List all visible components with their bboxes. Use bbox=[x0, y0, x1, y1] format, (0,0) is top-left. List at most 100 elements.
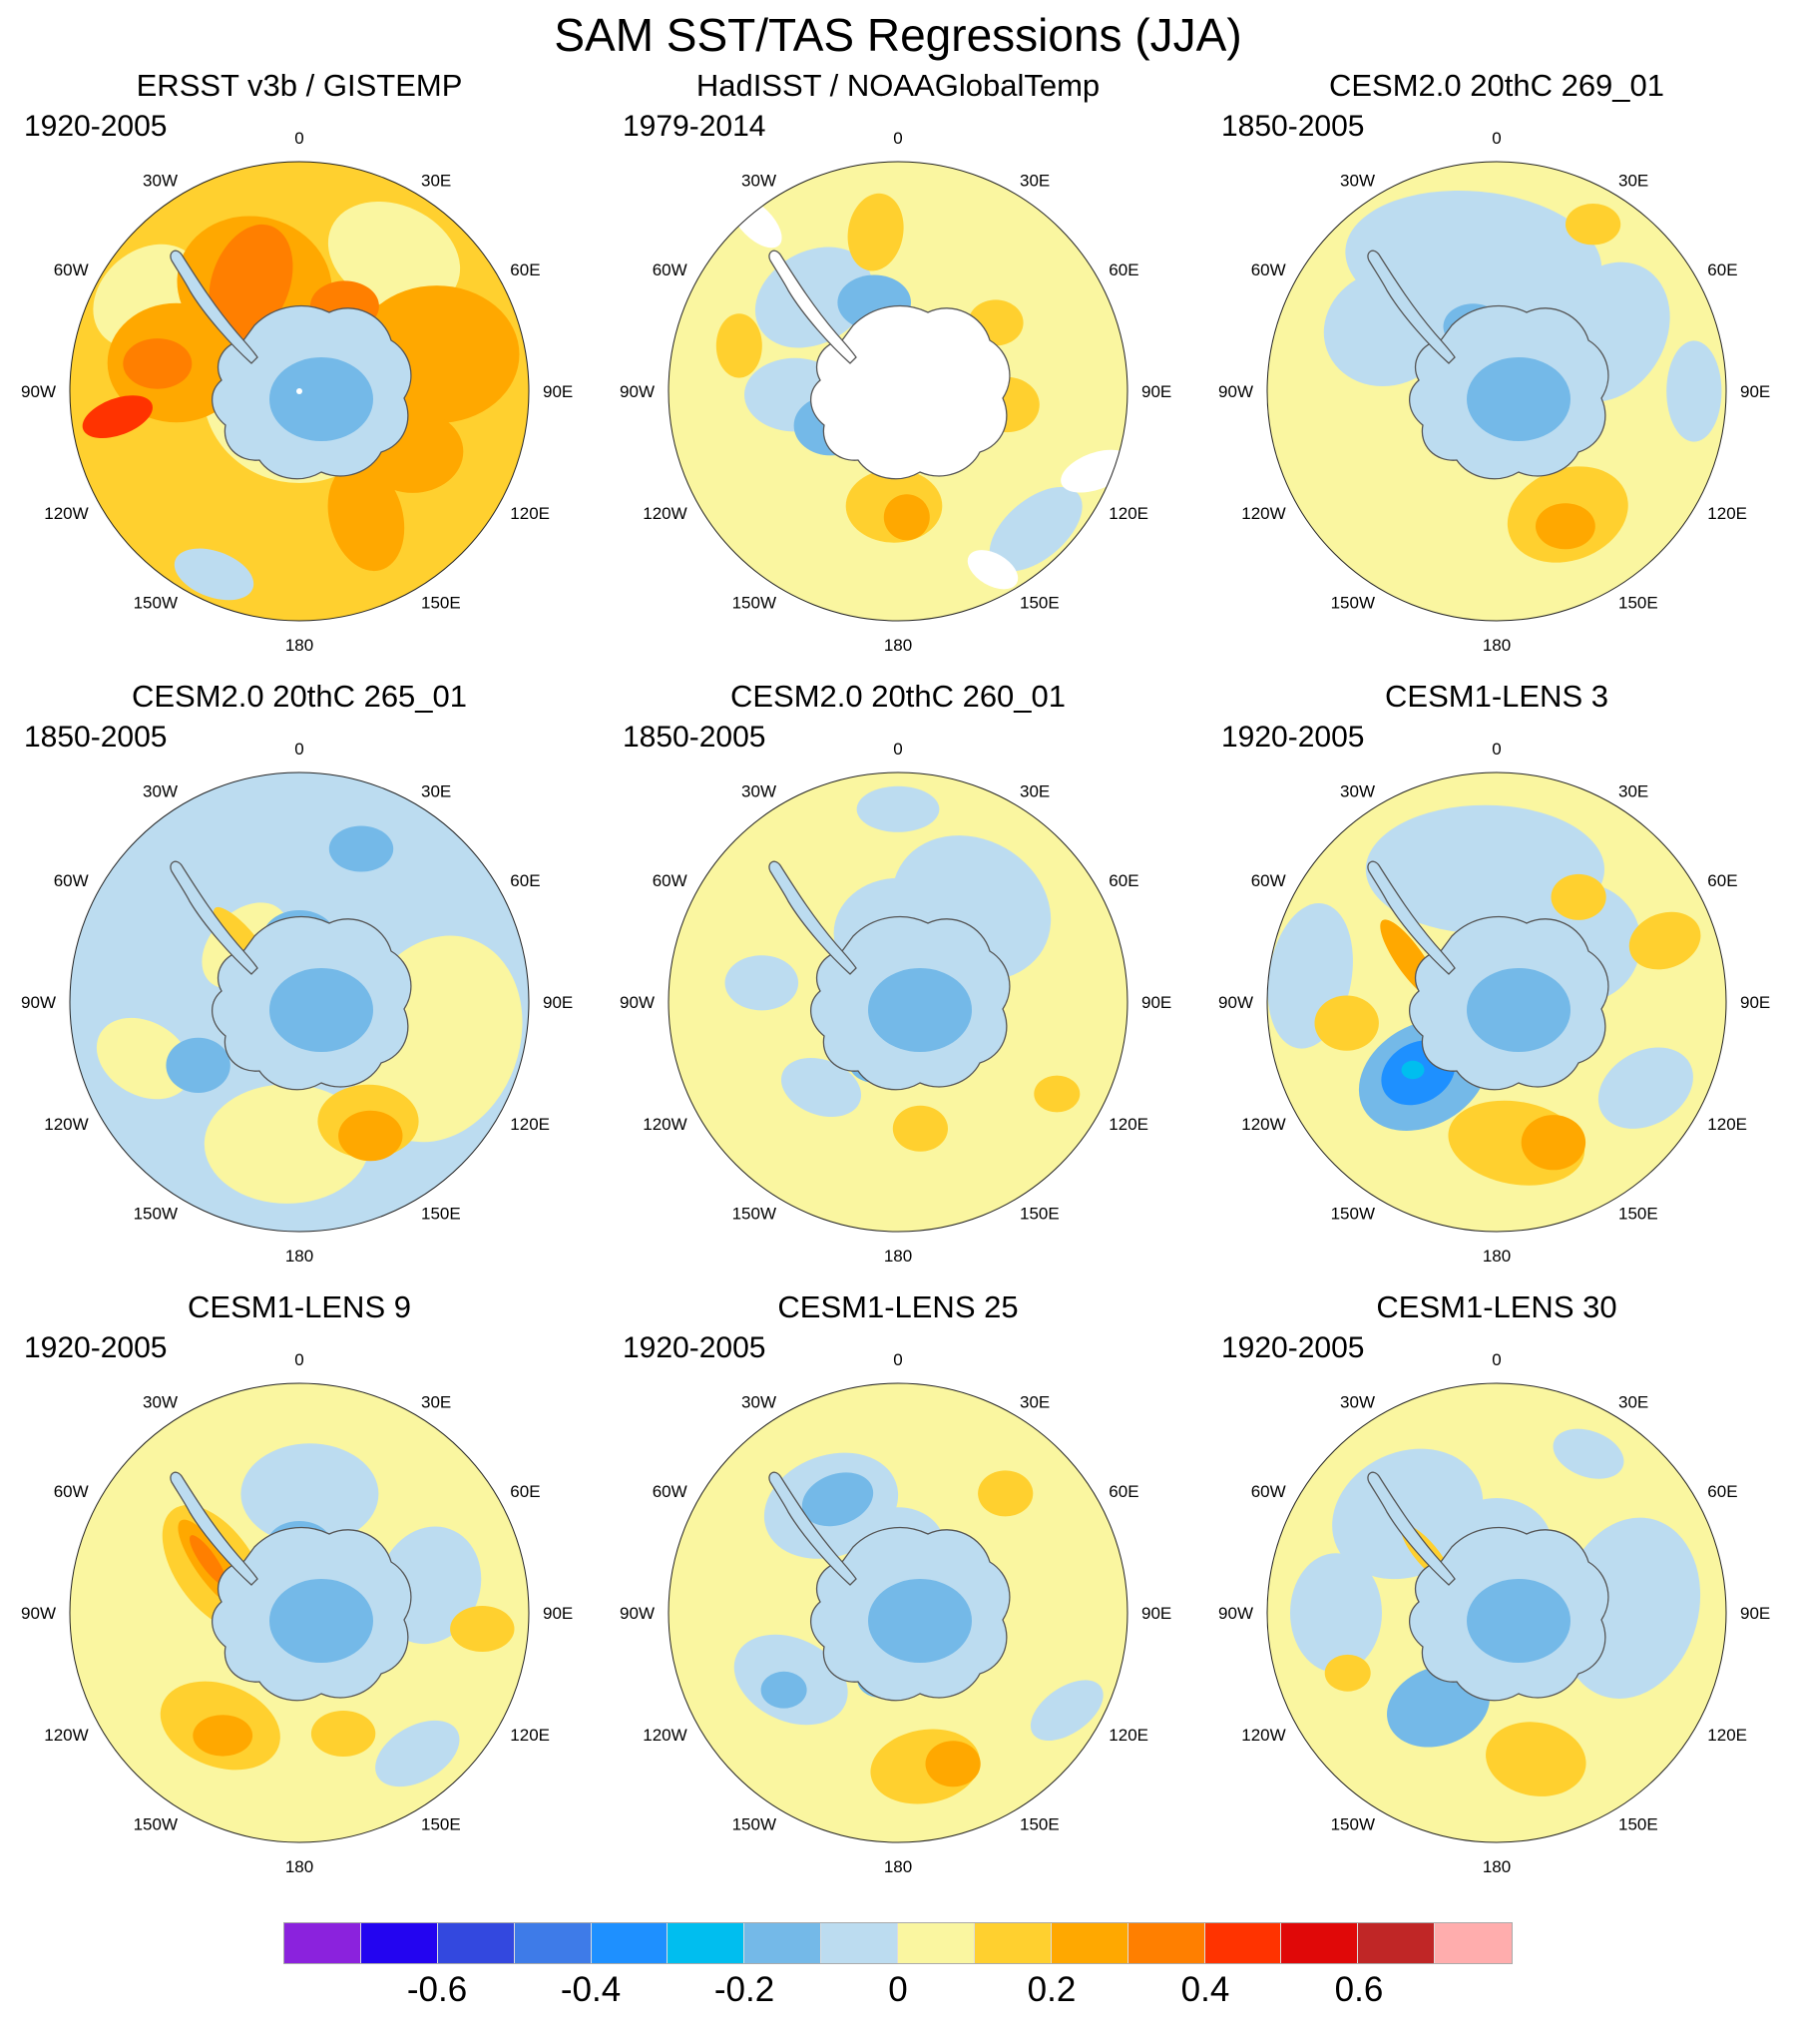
contour-region bbox=[193, 1715, 253, 1757]
panel-title: ERSST v3b / GISTEMP bbox=[136, 68, 463, 103]
lon-label: 120E bbox=[1707, 504, 1747, 523]
contour-region bbox=[1566, 204, 1621, 246]
lon-label: 90E bbox=[1740, 1604, 1770, 1623]
lon-label: 30W bbox=[1340, 1393, 1375, 1412]
polar-map: 0 30E 60E 90E 120E 150E 180 150W 120W 90W 60W 30W bbox=[21, 740, 573, 1266]
colorbar-swatch bbox=[744, 1923, 822, 1963]
lon-label: 30W bbox=[143, 1393, 178, 1412]
map-boundary-circle bbox=[69, 161, 530, 622]
lon-label: 60E bbox=[1707, 871, 1737, 890]
antarctic-peninsula-outline bbox=[768, 1471, 857, 1586]
colorbar-swatch bbox=[514, 1923, 592, 1963]
contour-region bbox=[847, 193, 904, 271]
contour-region bbox=[1551, 873, 1606, 920]
lon-label: 90E bbox=[543, 382, 573, 401]
lon-label: 150W bbox=[134, 593, 178, 612]
colorbar-tick-labels: -0.6 -0.4 -0.2 0 0.2 0.4 0.6 bbox=[283, 1964, 1513, 2014]
antarctic-peninsula-outline bbox=[768, 860, 857, 975]
antarctica-inner-contour bbox=[1467, 357, 1571, 441]
lon-label: 180 bbox=[285, 636, 313, 655]
lon-label: 180 bbox=[884, 1857, 912, 1876]
lon-label: 30W bbox=[741, 172, 776, 191]
lon-label: 150W bbox=[732, 593, 776, 612]
lon-label: 90W bbox=[620, 1604, 655, 1623]
polar-map: 0 30E 60E 90E 120E 150E 180 150W 120W 90W 60W 30W bbox=[1218, 129, 1770, 655]
contour-region bbox=[96, 1017, 192, 1100]
contour-region bbox=[856, 785, 940, 832]
polar-map: 0 30E 60E 90E 120E 150E 180 150W 120W 90W 60W 30W bbox=[1218, 740, 1770, 1266]
colorbar-tick: -0.2 bbox=[713, 1970, 775, 2009]
lon-label: 0 bbox=[1492, 129, 1501, 148]
polar-map: 0 30E 60E 90E 120E 150E 180 150W 120W 90W 60W 30W bbox=[620, 129, 1171, 655]
antarctic-peninsula-outline bbox=[170, 1471, 258, 1586]
contour-region bbox=[978, 1470, 1034, 1517]
panel-title: CESM1-LENS 30 bbox=[1376, 1289, 1617, 1324]
panel-grid: ERSST v3b / GISTEMP 1920-2005 0 30E 60E 90E… bbox=[0, 66, 1796, 1898]
map-boundary-circle bbox=[69, 1382, 530, 1843]
lon-label: 120W bbox=[643, 1115, 686, 1134]
lon-label: 0 bbox=[893, 129, 902, 148]
lon-label: 60W bbox=[54, 871, 89, 890]
lon-label: 60E bbox=[1707, 1482, 1737, 1501]
lon-label: 60W bbox=[1251, 871, 1286, 890]
antarctica-inner-contour bbox=[868, 1579, 972, 1663]
map-panel: CESM1-LENS 3 1920-2005 0 30E 60E 90E 120E 150… bbox=[1197, 677, 1796, 1287]
lon-label: 90E bbox=[1740, 993, 1770, 1012]
lon-label: 90W bbox=[21, 382, 56, 401]
lon-label: 60W bbox=[54, 260, 89, 279]
antarctic-peninsula-outline bbox=[1367, 1471, 1456, 1586]
map-panel: CESM1-LENS 25 1920-2005 0 30E 60E 90E 120E 15… bbox=[599, 1287, 1197, 1898]
lon-label: 120E bbox=[1707, 1115, 1747, 1134]
contour-region bbox=[375, 1720, 460, 1788]
contour-region bbox=[240, 1443, 379, 1545]
panel-title: CESM1-LENS 3 bbox=[1385, 679, 1608, 714]
lon-label: 180 bbox=[1483, 1247, 1511, 1266]
colorbar-tick: -0.6 bbox=[406, 1970, 468, 2009]
colorbar-swatch bbox=[591, 1923, 669, 1963]
contour-region bbox=[327, 201, 461, 310]
contour-region bbox=[989, 486, 1083, 572]
contour-region bbox=[1030, 1680, 1104, 1742]
contour-region bbox=[760, 1671, 807, 1709]
antarctic-peninsula-outline bbox=[1367, 250, 1456, 364]
lon-label: 90E bbox=[1141, 993, 1171, 1012]
panel-period-label: 1979-2014 bbox=[623, 110, 766, 143]
contour-region bbox=[1034, 1075, 1081, 1113]
lon-label: 30E bbox=[1020, 172, 1050, 191]
map-panel: CESM2.0 20thC 265_01 1850-2005 0 30E 60E 90… bbox=[0, 677, 599, 1287]
panel-period-label: 1920-2005 bbox=[24, 110, 168, 143]
lon-label: 150E bbox=[421, 593, 461, 612]
contour-region bbox=[1314, 995, 1379, 1051]
panel-title: CESM2.0 20thC 265_01 bbox=[131, 679, 468, 714]
lon-label: 150E bbox=[1618, 593, 1658, 612]
colorbar-tick: 0.6 bbox=[1334, 1970, 1384, 2009]
map-panel: CESM1-LENS 9 1920-2005 0 30E 60E 90E 120E 150… bbox=[0, 1287, 599, 1898]
lon-label: 90E bbox=[1141, 382, 1171, 401]
lon-label: 30E bbox=[1020, 782, 1050, 801]
lon-label: 90W bbox=[21, 1604, 56, 1623]
lon-label: 150E bbox=[1020, 1814, 1060, 1833]
lon-label: 60W bbox=[1251, 1482, 1286, 1501]
lon-label: 120E bbox=[1707, 1726, 1747, 1745]
map-boundary-circle bbox=[69, 771, 530, 1233]
lon-label: 0 bbox=[893, 740, 902, 759]
colorbar-swatch bbox=[1435, 1923, 1512, 1963]
lon-label: 150E bbox=[1618, 1204, 1658, 1223]
lon-label: 150W bbox=[1331, 593, 1375, 612]
contour-region bbox=[328, 825, 394, 872]
contour-region bbox=[174, 548, 254, 601]
lon-label: 30E bbox=[1618, 172, 1648, 191]
lon-label: 120E bbox=[1109, 1726, 1148, 1745]
panel-title: CESM1-LENS 9 bbox=[188, 1289, 411, 1324]
map-panel: ERSST v3b / GISTEMP 1920-2005 0 30E 60E 90E… bbox=[0, 66, 599, 677]
lon-label: 180 bbox=[884, 636, 912, 655]
contour-region bbox=[1486, 1722, 1586, 1796]
lon-label: 150E bbox=[421, 1814, 461, 1833]
contour-region bbox=[82, 395, 153, 438]
contour-region bbox=[450, 1606, 515, 1652]
contour-region bbox=[1666, 340, 1722, 442]
lon-label: 90W bbox=[620, 382, 655, 401]
antarctic-peninsula-outline bbox=[170, 250, 258, 364]
antarctica-outline bbox=[810, 304, 1011, 480]
panel-period-label: 1920-2005 bbox=[1221, 721, 1365, 754]
